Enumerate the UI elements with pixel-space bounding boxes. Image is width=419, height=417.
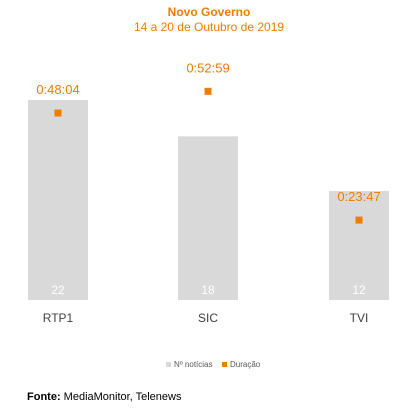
source-note: Fonte: MediaMonitor, Telenews bbox=[27, 391, 181, 403]
source-text: MediaMonitor, Telenews bbox=[63, 391, 182, 403]
duration-marker-sic bbox=[204, 87, 212, 95]
category-axis: RTP1 SIC TVI bbox=[43, 311, 369, 325]
bar-sic bbox=[178, 136, 238, 300]
legend: Nº notícias Duração bbox=[166, 360, 261, 369]
bar-value-label: 18 bbox=[201, 283, 215, 297]
legend-label-news-count: Nº notícias bbox=[174, 360, 213, 369]
duration-marker-rtp1 bbox=[54, 109, 62, 117]
legend-swatch-news-count bbox=[166, 362, 171, 367]
duration-value-label: 0:48:04 bbox=[36, 82, 79, 97]
legend-swatch-duration bbox=[222, 362, 227, 367]
source-label: Fonte: bbox=[27, 391, 61, 403]
bar-tvi bbox=[329, 190, 389, 300]
category-label-sic: SIC bbox=[198, 311, 218, 325]
bar-value-label: 12 bbox=[352, 283, 366, 297]
chart-subtitle: 14 a 20 de Outubro de 2019 bbox=[134, 20, 284, 34]
category-label-rtp1: RTP1 bbox=[43, 311, 74, 325]
bar-value-label: 22 bbox=[51, 283, 65, 297]
duration-value-label: 0:23:47 bbox=[337, 189, 380, 204]
chart-title: Novo Governo bbox=[168, 5, 251, 19]
legend-label-duration: Duração bbox=[230, 360, 261, 369]
duration-markers-layer: 0:48:04 0:52:59 0:23:47 bbox=[36, 60, 381, 224]
bars-layer: 22 18 12 bbox=[28, 100, 389, 300]
duration-value-label: 0:52:59 bbox=[186, 60, 229, 75]
category-label-tvi: TVI bbox=[350, 311, 369, 325]
duration-marker-tvi bbox=[355, 216, 363, 224]
bar-rtp1 bbox=[28, 100, 88, 300]
